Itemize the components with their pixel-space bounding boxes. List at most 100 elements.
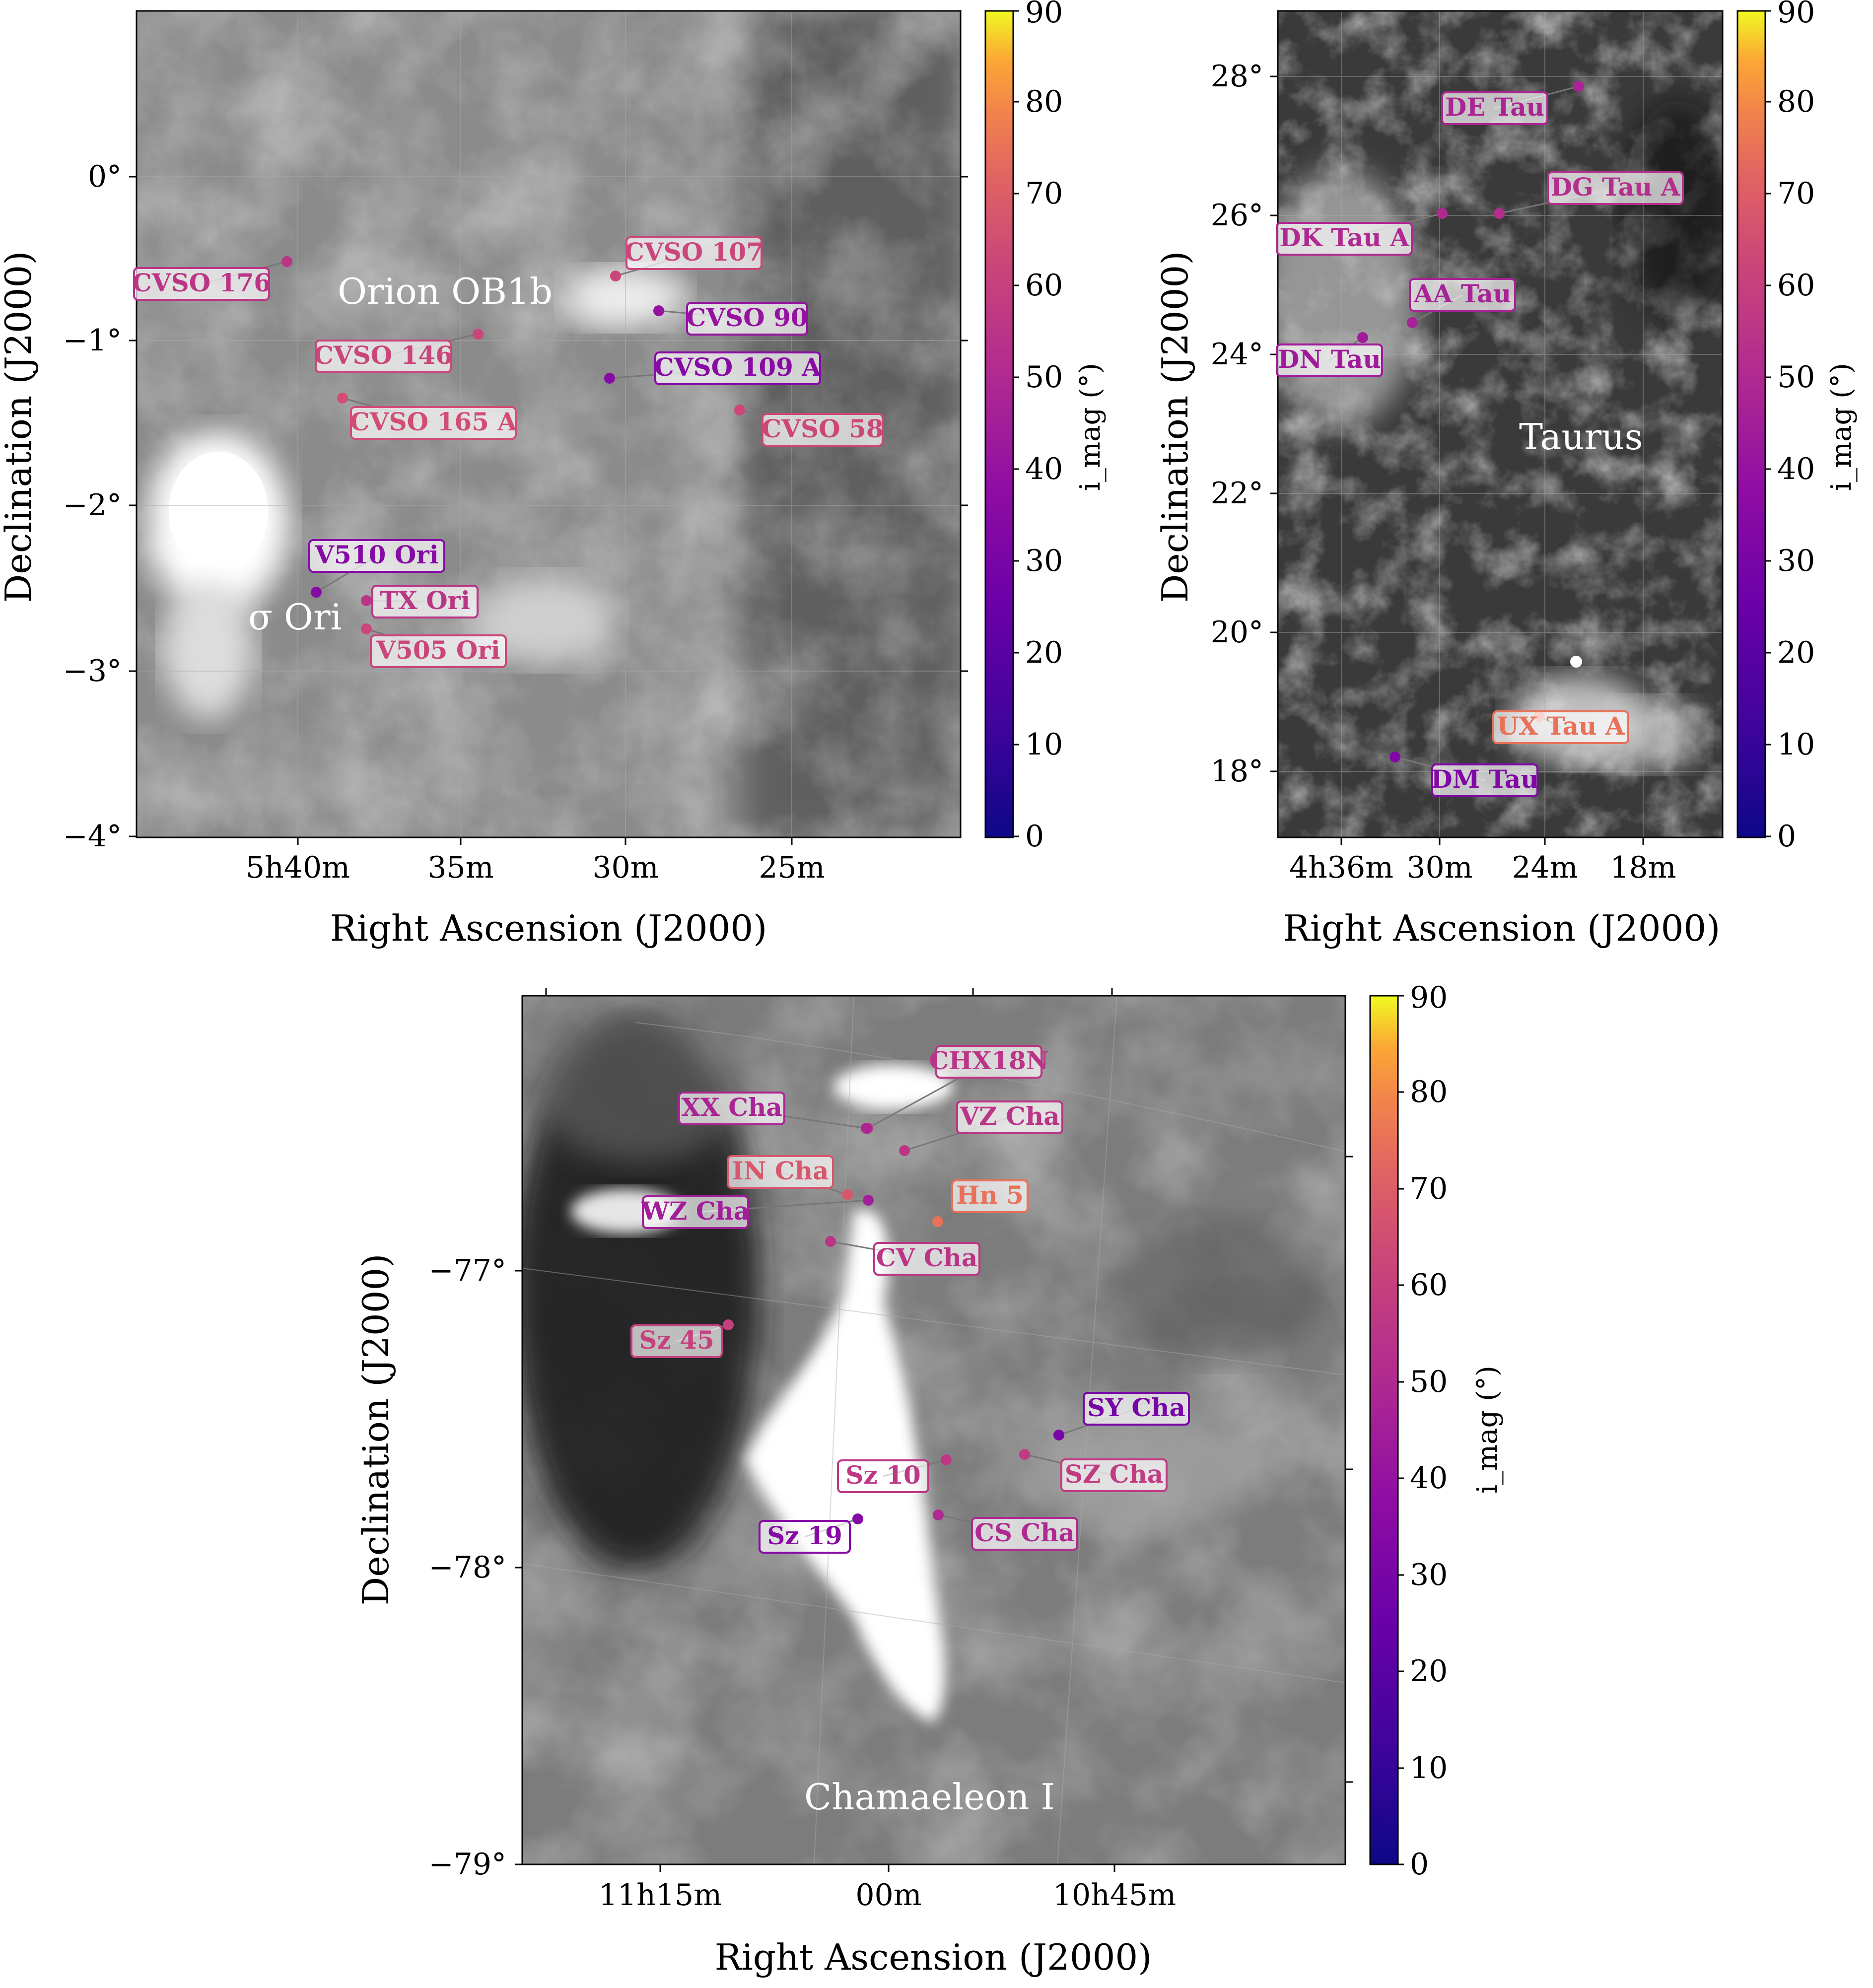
taurus-colorbar	[1736, 10, 1766, 838]
star-label-box	[678, 1092, 785, 1125]
taurus-cb-tick: 60	[1777, 268, 1815, 303]
star-label-box	[630, 1324, 723, 1358]
chamaeleon-cb-tick: 70	[1410, 1171, 1448, 1206]
star-marker	[863, 1195, 874, 1206]
taurus-cb-tick: 70	[1777, 176, 1815, 211]
taurus-ytick: 18°	[1211, 754, 1263, 789]
star-marker	[1019, 1449, 1030, 1460]
orion-cb-tick: 90	[1025, 0, 1063, 30]
star-marker	[1053, 1430, 1064, 1440]
chamaeleon-cb-tick: 80	[1410, 1075, 1448, 1109]
star-marker	[311, 587, 322, 598]
star-label: CVSO 146	[314, 341, 453, 370]
chamaeleon-xtick: 10h45m	[1053, 1878, 1176, 1913]
orion-xtick: 30m	[592, 850, 658, 885]
star-label: CVSO 165 A	[350, 407, 517, 436]
star-label-box	[350, 406, 517, 440]
star-marker	[941, 1454, 952, 1465]
star-label: Sz 45	[639, 1325, 714, 1355]
orion-ytick: −4°	[63, 819, 122, 854]
star-label: CVSO 109 A	[654, 352, 822, 382]
star-label: DG Tau A	[1551, 172, 1681, 202]
star-label-box	[837, 1459, 929, 1493]
taurus-ytick: 28°	[1211, 59, 1263, 94]
star-label-box	[1492, 710, 1629, 744]
star-label: TX Ori	[380, 586, 470, 615]
star-label-box	[1409, 278, 1516, 312]
star-label: AA Tau	[1413, 279, 1511, 308]
star-label-box	[1276, 222, 1413, 256]
taurus-panel: Taurus 28° 26° 24° 22° 20° 18° 4h36m 30m…	[1154, 0, 1858, 949]
taurus-cb-label: i_mag (°)	[1825, 363, 1858, 491]
chamaeleon-region-label: Chamaeleon I	[804, 1776, 1055, 1818]
star-label-box	[371, 585, 479, 618]
star-label: DE Tau	[1445, 92, 1544, 122]
orion-cb-tick: 50	[1025, 360, 1063, 395]
orion-stars: CVSO 176 CVSO 107 CVSO 146 CVSO 90 CVSO 109 …	[132, 236, 884, 668]
star-label: DK Tau A	[1279, 223, 1410, 252]
star-marker	[825, 1236, 836, 1247]
star-label-box	[971, 1517, 1078, 1551]
star-label-box	[1431, 763, 1538, 797]
orion-cb-tick: 40	[1025, 452, 1063, 486]
star-label: DM Tau	[1431, 764, 1538, 794]
taurus-xlabel: Right Ascension (J2000)	[1283, 907, 1721, 949]
orion-ytick: −2°	[63, 488, 122, 523]
star-label: CVSO 58	[762, 414, 883, 443]
chamaeleon-xtick: 00m	[855, 1878, 921, 1913]
orion-cb-tick: 20	[1025, 635, 1063, 670]
star-label: VZ Cha	[959, 1101, 1059, 1131]
star-marker	[1407, 317, 1418, 328]
star-label: V505 Ori	[376, 635, 500, 665]
star-label-box	[935, 1045, 1042, 1079]
taurus-stars: DE Tau DG Tau A DK Tau AAA Tau DN Tau UX Tau…	[1276, 81, 1684, 797]
star-marker	[932, 1216, 943, 1227]
star-label-box	[133, 267, 270, 301]
star-label: CVSO 90	[686, 303, 808, 332]
orion-panel: Orion OB1b σ Ori 0° −1° −2° −3° −4° 5h40…	[0, 0, 1107, 949]
orion-ytick: −1°	[63, 323, 122, 358]
star-label-box	[873, 1242, 980, 1276]
taurus-cb-tick: 50	[1777, 360, 1815, 395]
taurus-ytick: 24°	[1211, 337, 1263, 372]
star-label-box	[308, 539, 445, 573]
sigma-ori-label: σ Ori	[248, 596, 342, 638]
orion-region-label: Orion OB1b	[338, 271, 553, 312]
taurus-xtick: 30m	[1406, 850, 1472, 885]
chamaeleon-xtick: 11h15m	[599, 1878, 722, 1913]
star-label-box	[956, 1100, 1063, 1134]
star-label-box	[625, 236, 763, 270]
chamaeleon-xlabel: Right Ascension (J2000)	[715, 1936, 1152, 1978]
star-label: SY Cha	[1087, 1393, 1185, 1422]
taurus-xtick: 24m	[1512, 850, 1578, 885]
star-marker	[361, 623, 372, 634]
chamaeleon-cb-tick: 10	[1410, 1751, 1448, 1785]
star-label-box	[315, 340, 452, 373]
taurus-cb-tick: 10	[1777, 727, 1815, 762]
chamaeleon-panel: Chamaeleon I −77° −78° −79° 11h15m 00m 1…	[355, 980, 1504, 1978]
star-label: UX Tau A	[1497, 711, 1625, 741]
taurus-ytick: 20°	[1211, 615, 1263, 650]
star-marker	[337, 393, 348, 404]
star-label: Sz 10	[845, 1460, 921, 1490]
orion-cb-tick: 70	[1025, 176, 1063, 211]
star-label-box	[951, 1179, 1029, 1213]
orion-cb-tick: 60	[1025, 268, 1063, 303]
chamaeleon-cb-tick: 50	[1410, 1365, 1448, 1399]
chamaeleon-ytick: −79°	[428, 1847, 506, 1882]
taurus-ytick: 26°	[1211, 198, 1263, 233]
star-marker	[861, 1123, 872, 1134]
taurus-cb-tick: 20	[1777, 635, 1815, 670]
chamaeleon-cb-tick: 0	[1410, 1847, 1429, 1882]
taurus-ylabel: Declination (J2000)	[1154, 251, 1196, 603]
star-marker	[1573, 81, 1584, 92]
star-marker	[281, 256, 292, 267]
taurus-cb-tick: 40	[1777, 452, 1815, 486]
taurus-cb-tick: 30	[1777, 544, 1815, 578]
star-label-box	[642, 1195, 749, 1229]
star-marker	[842, 1189, 853, 1200]
star-label: CVSO 176	[132, 268, 271, 297]
orion-cb-label: i_mag (°)	[1074, 363, 1107, 491]
orion-xtick: 25m	[759, 850, 825, 885]
